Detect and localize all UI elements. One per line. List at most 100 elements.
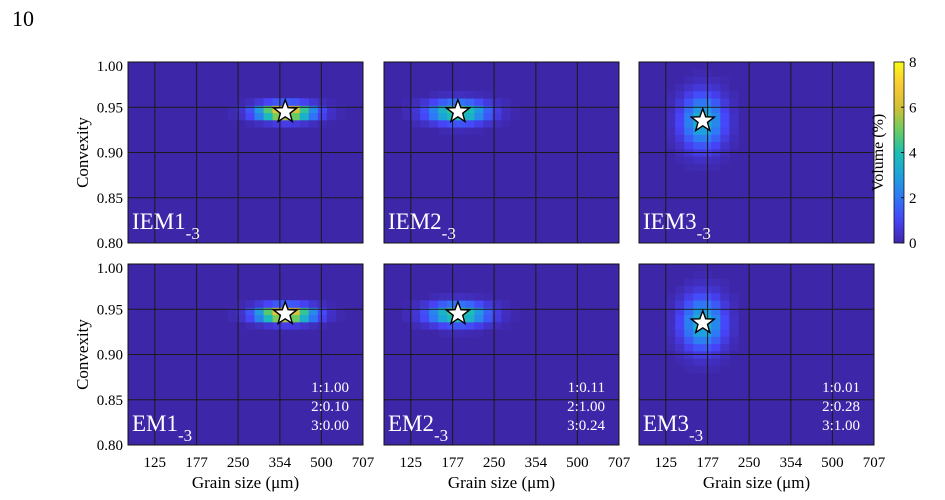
heatmap-cell [684,314,694,323]
x-tick-label: 707 [863,455,886,471]
heatmap-cell [711,300,721,308]
heatmap-cell [702,336,712,345]
heatmap-cell [299,112,310,121]
heatmap-cell [438,314,448,323]
x-tick-label: 125 [144,455,167,471]
heatmap-cell [456,321,466,330]
heatmap-cell [474,119,484,128]
x-tick-label: 177 [185,455,208,471]
panel-label-subscript: -3 [697,224,711,243]
heatmap-cell [254,105,264,114]
heatmap-cell [465,98,475,106]
heatmap-cell [711,358,721,366]
heatmap-cell [236,314,246,323]
heatmap-cell [474,90,484,99]
heatmap-cell [492,307,502,316]
heatmap-cell [693,307,703,316]
panel-label: IEM2-3 [388,209,456,243]
x-tick-label: 177 [441,455,464,471]
heatmap-cell [711,329,721,337]
heatmap-cell [272,300,283,308]
x-axis-label: Grain size (μm) [448,473,555,492]
heatmap-cell [447,98,457,106]
heatmap-cell [263,98,274,106]
heatmap-cell [720,343,730,352]
heatmap-cell [308,321,319,330]
heatmap-cell [272,98,283,106]
heatmap-cell [693,90,703,99]
heatmap-cell [675,127,685,135]
heatmap-cell [711,90,721,99]
heatmap-cell [335,105,346,114]
heatmap-cell [447,300,457,308]
heatmap-cell [702,329,712,337]
heatmap-cell [684,98,694,106]
heatmap-cell [684,358,694,366]
colorbar-label: Volume (%) [870,114,887,191]
heatmap-cell [483,105,493,114]
heatmap-cell [684,307,694,316]
heatmap-cell [402,307,412,316]
heatmap-cell [702,76,712,85]
heatmap-cell [702,105,712,114]
heatmap-cell [711,343,721,352]
heatmap-cell [236,112,246,121]
panel-label-main: IEM2 [388,209,442,234]
x-axis-label: Grain size (μm) [703,473,810,492]
heatmap-cell [245,119,255,128]
heatmap-cell [326,300,337,308]
heatmap-cell [227,105,237,114]
heatmap-cell [693,336,703,345]
panel-frame [638,263,875,446]
heatmap-cell [236,300,246,308]
y-axis-label: Convexity [73,319,92,390]
colorbar: 0 2 4 6 8 Volume (%) [870,55,917,252]
heatmap-cell [693,292,703,301]
heatmap-cell [684,83,694,92]
heatmap-cell [702,163,712,171]
heatmap-cell [429,90,439,99]
panel-label-main: EM3 [643,411,689,436]
heatmap-cell [456,329,466,337]
heatmap-cell [411,119,421,128]
y-tick-label: 0.85 [97,191,123,207]
heatmap-cell [299,105,310,114]
heatmap-cell [420,119,430,128]
panel-iem2: IEM2-3 [383,61,620,244]
y-tick-label: 0.95 [97,100,123,116]
heatmap-cell [693,98,703,106]
colorbar-tick-label: 6 [909,100,917,116]
heatmap-cell [420,112,430,121]
x-tick-label: 354 [269,455,292,471]
heatmap-cell [693,127,703,135]
heatmap-cell [702,141,712,150]
heatmap-cell [465,105,475,114]
heatmap-cell [456,119,466,128]
heatmap-cell [474,127,484,135]
peak-star-marker [444,97,472,124]
heatmap-cell [666,329,676,337]
heatmap-cell [483,314,493,323]
heatmap-cell [684,285,694,294]
heatmap-cell [326,112,337,121]
heatmap-cell [420,300,430,308]
heatmap-cell [254,321,264,330]
heatmap-cell [702,358,712,366]
heatmap-cell [272,119,283,128]
heatmap-cell [711,76,721,85]
heatmap-cell [675,343,685,352]
x-tick-label: 354 [525,455,548,471]
heatmap-cell [447,329,457,337]
heatmap-cell [236,307,246,316]
heatmap-cell [411,98,421,106]
heatmap-cell [438,105,448,114]
panel-em1: 0.80 0.85 0.90 0.95 1.00 Convexity 125 177 250 35… [73,261,375,492]
heatmap-cell [326,98,337,106]
heatmap-cell [693,76,703,85]
heatmap-cell [720,156,730,164]
heatmap-cell [456,300,466,308]
panel-label: EM3-3 [643,411,703,445]
heatmap-cell [693,300,703,308]
heatmap-cell [429,314,439,323]
heatmap-cell [711,292,721,301]
